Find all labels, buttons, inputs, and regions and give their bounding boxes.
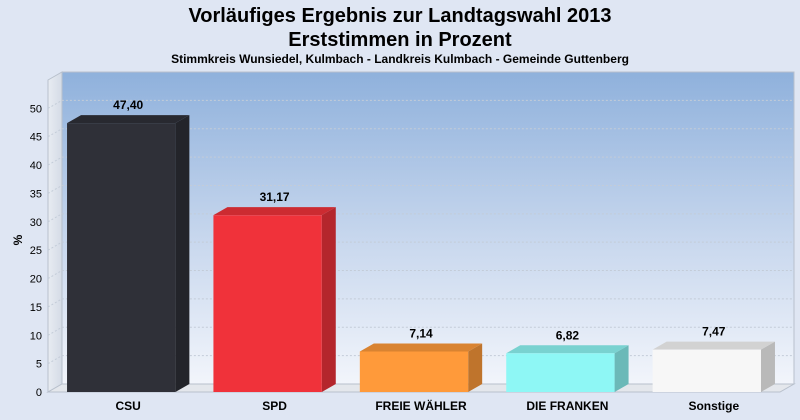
y-tick-label: 15 — [30, 302, 42, 314]
bar — [506, 345, 629, 392]
value-label: 6,82 — [556, 328, 580, 342]
y-axis-label: % — [11, 234, 25, 245]
grid-line — [47, 156, 794, 166]
grid-line — [47, 184, 794, 194]
grid-line — [47, 99, 794, 109]
x-tick-label: SPD — [262, 399, 287, 413]
grid-line — [47, 298, 794, 308]
y-tick-label: 30 — [30, 217, 42, 229]
x-tick-label: DIE FRANKEN — [526, 399, 608, 413]
grid-line — [47, 326, 794, 336]
x-axis: CSU SPD FREIE WÄHLER DIE FRANKEN Sonstige — [116, 398, 740, 413]
y-tick-label: 35 — [30, 188, 42, 200]
chart-title: Vorläufiges Ergebnis zur Landtagswahl 20… — [0, 4, 800, 52]
y-tick-label: 50 — [30, 103, 42, 115]
y-tick-label: 10 — [30, 330, 42, 342]
bar — [213, 207, 336, 392]
chart-title-line2: Erststimmen in Prozent — [288, 29, 512, 51]
value-label: 31,17 — [260, 190, 290, 204]
y-tick-label: 20 — [30, 274, 42, 286]
grid-line — [47, 213, 794, 223]
grid-line — [47, 128, 794, 138]
grid-line — [47, 241, 794, 251]
grid-line — [47, 270, 794, 279]
chart-title-line1: Vorläufiges Ergebnis zur Landtagswahl 20… — [188, 5, 612, 27]
y-tick-label: 0 — [36, 387, 42, 399]
value-label: 7,47 — [702, 325, 726, 339]
y-tick-label: 25 — [30, 245, 42, 257]
y-axis: 0 5 10 15 20 25 30 35 40 45 50 — [30, 103, 42, 399]
chart-subtitle: Stimmkreis Wunsiedel, Kulmbach - Landkre… — [171, 52, 629, 66]
grid-lines — [47, 99, 794, 365]
bar — [652, 341, 775, 392]
bars: 47,40 31,17 7,14 6,82 7,47 — [67, 98, 775, 392]
x-tick-label: CSU — [116, 399, 141, 413]
x-tick-label: FREIE WÄHLER — [375, 398, 467, 413]
bar — [359, 343, 483, 392]
y-tick-label: 5 — [36, 359, 42, 371]
value-label: 7,14 — [409, 326, 433, 340]
bar — [67, 115, 190, 392]
y-tick-label: 45 — [30, 132, 42, 144]
x-tick-label: Sonstige — [688, 399, 739, 413]
y-tick-label: 40 — [30, 160, 42, 172]
value-label: 47,40 — [113, 98, 143, 112]
